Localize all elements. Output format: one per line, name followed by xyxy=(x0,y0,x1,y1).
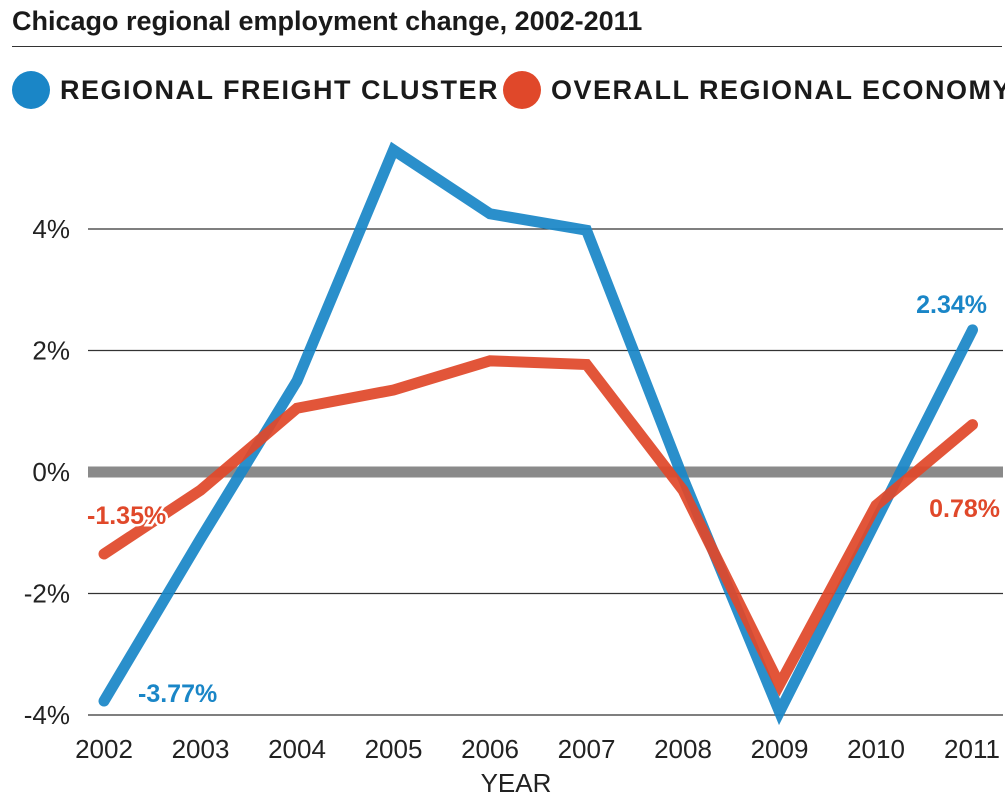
series-line-economy xyxy=(98,355,978,697)
y-tick-label: -4% xyxy=(24,700,70,730)
data-label-freight-start: -3.77% xyxy=(138,680,217,708)
legend-label-freight: REGIONAL FREIGHT CLUSTER xyxy=(60,74,500,105)
y-tick-label: 0% xyxy=(32,457,70,487)
legend-item-freight: REGIONAL FREIGHT CLUSTER xyxy=(12,70,499,110)
legend-label-economy: OVERALL REGIONAL ECONOMY xyxy=(551,74,1005,105)
data-label-economy-start: -1.35% xyxy=(87,502,166,530)
x-tick-label: 2005 xyxy=(365,734,423,764)
y-tick-label: 4% xyxy=(32,214,70,244)
y-tick-label: -2% xyxy=(24,579,70,609)
y-tick-label: 2% xyxy=(32,336,70,366)
x-tick-label: 2007 xyxy=(558,734,616,764)
x-tick-label: 2010 xyxy=(847,734,905,764)
legend-swatch-freight xyxy=(12,71,50,109)
x-tick-label: 2011 xyxy=(944,734,1000,764)
series-line-freight xyxy=(98,141,978,726)
x-tick-label: 2006 xyxy=(461,734,519,764)
data-label-freight-end: 2.34% xyxy=(916,291,987,319)
title-divider xyxy=(12,46,1002,47)
legend-swatch-economy xyxy=(503,71,541,109)
data-label-economy-end: 0.78% xyxy=(929,495,1000,523)
x-tick-label: 2003 xyxy=(172,734,230,764)
x-axis-label: YEAR xyxy=(481,768,552,798)
x-tick-label: 2004 xyxy=(268,734,326,764)
x-tick-label: 2009 xyxy=(751,734,809,764)
x-tick-label: 2002 xyxy=(75,734,133,764)
chart-title: Chicago regional employment change, 2002… xyxy=(12,6,643,36)
x-tick-label: 2008 xyxy=(654,734,712,764)
legend-item-economy: OVERALL REGIONAL ECONOMY xyxy=(503,70,1005,110)
